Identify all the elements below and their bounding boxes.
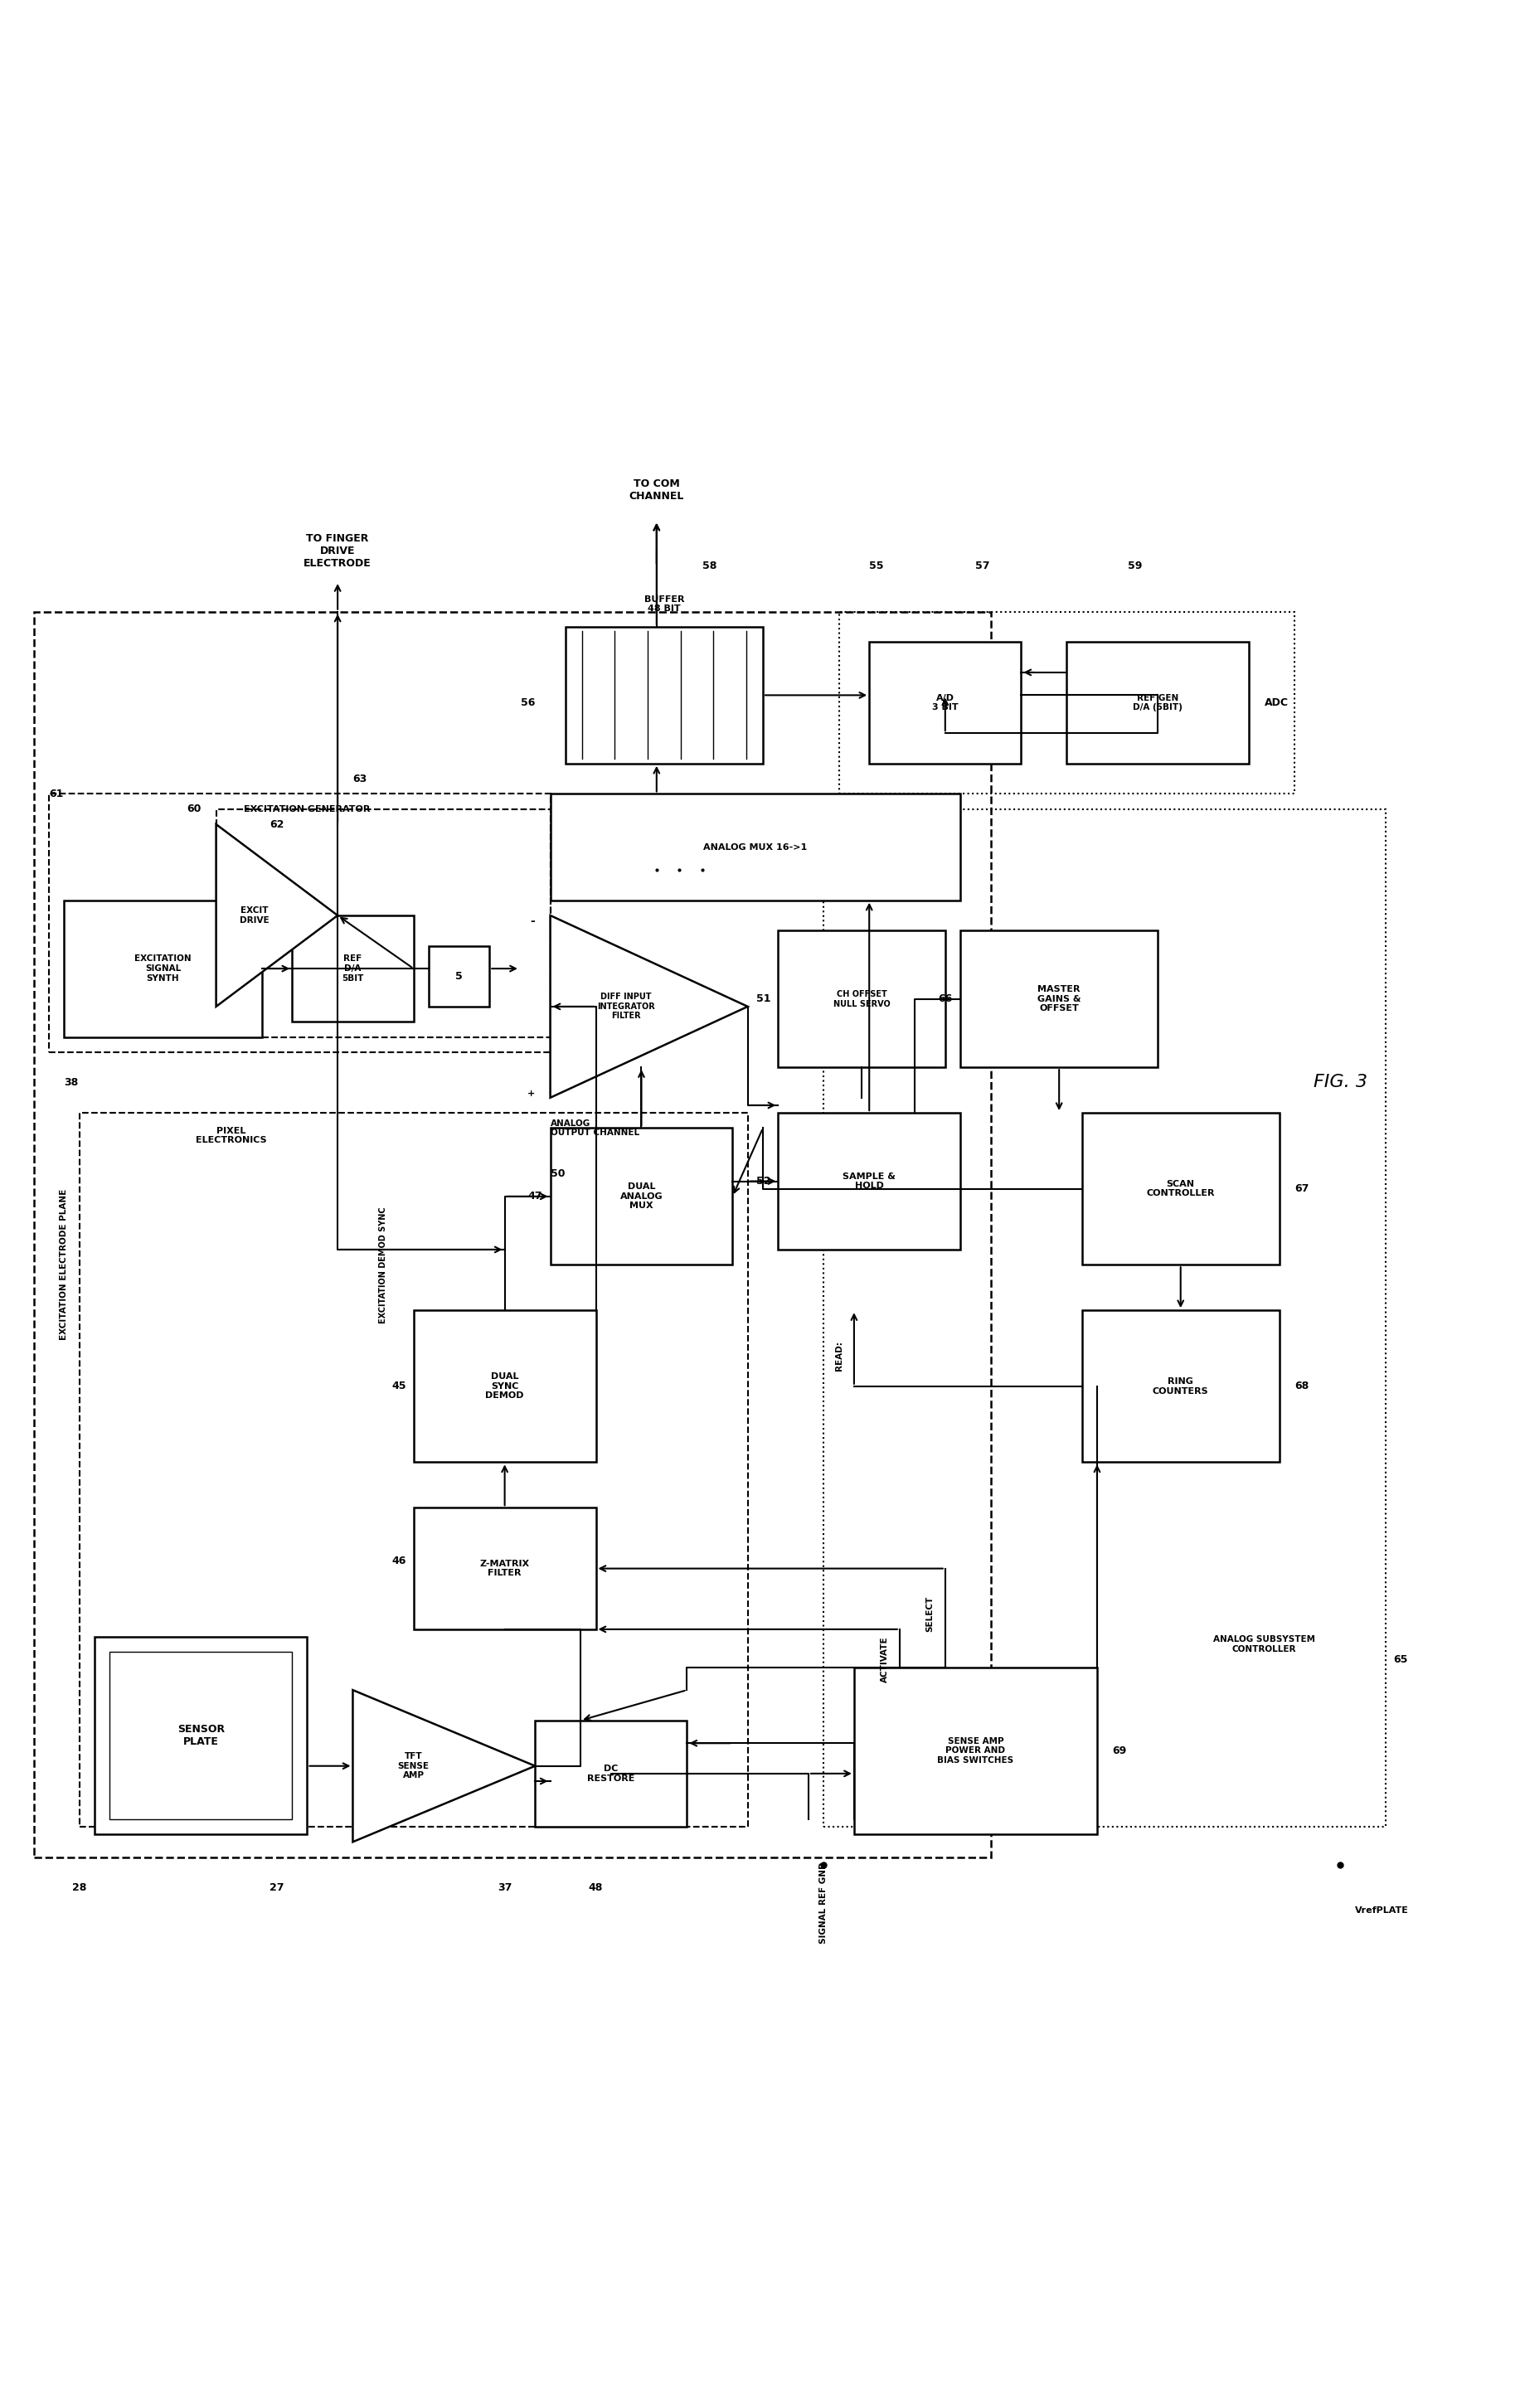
Bar xyxy=(778,1112,959,1250)
Text: 37: 37 xyxy=(497,1883,511,1893)
Text: EXCITATION GENERATOR: EXCITATION GENERATOR xyxy=(244,804,371,814)
Text: 47: 47 xyxy=(528,1192,543,1202)
Bar xyxy=(217,809,551,1038)
Text: ADC: ADC xyxy=(1264,698,1287,708)
Bar xyxy=(429,946,490,1007)
Text: DUAL
SYNC
DEMOD: DUAL SYNC DEMOD xyxy=(485,1373,523,1399)
Text: EXCIT
DRIVE: EXCIT DRIVE xyxy=(239,905,268,925)
Bar xyxy=(551,795,959,901)
Text: -: - xyxy=(531,915,535,927)
Text: SAMPLE &
HOLD: SAMPLE & HOLD xyxy=(842,1173,895,1190)
Bar xyxy=(778,929,944,1067)
Bar xyxy=(413,1507,595,1630)
Text: ANALOG MUX 16->1: ANALOG MUX 16->1 xyxy=(703,843,807,850)
Text: ANALOG SUBSYSTEM
CONTROLLER: ANALOG SUBSYSTEM CONTROLLER xyxy=(1212,1635,1315,1654)
Text: MASTER
GAINS &
OFFSET: MASTER GAINS & OFFSET xyxy=(1037,985,1080,1014)
Text: A/D
3 BIT: A/D 3 BIT xyxy=(932,694,958,713)
Text: 55: 55 xyxy=(869,561,883,571)
Bar xyxy=(49,795,551,1052)
Text: 60: 60 xyxy=(186,804,201,814)
Text: 38: 38 xyxy=(64,1076,78,1088)
Text: 27: 27 xyxy=(270,1883,284,1893)
Text: 69: 69 xyxy=(1112,1746,1125,1755)
Text: TO FINGER
DRIVE
ELECTRODE: TO FINGER DRIVE ELECTRODE xyxy=(303,532,371,568)
Text: TO COM
CHANNEL: TO COM CHANNEL xyxy=(628,479,683,501)
Text: RING
COUNTERS: RING COUNTERS xyxy=(1151,1377,1208,1394)
Bar xyxy=(535,1719,686,1828)
Text: DUAL
ANALOG
MUX: DUAL ANALOG MUX xyxy=(619,1182,662,1211)
Polygon shape xyxy=(551,915,747,1098)
Bar xyxy=(1081,1310,1278,1462)
Text: ACTIVATE: ACTIVATE xyxy=(880,1637,888,1683)
Bar xyxy=(110,1652,291,1818)
Text: EXCITATION
SIGNAL
SYNTH: EXCITATION SIGNAL SYNTH xyxy=(134,956,191,982)
Bar xyxy=(551,1127,732,1264)
Text: 56: 56 xyxy=(520,698,535,708)
Bar xyxy=(839,612,1293,795)
Text: REF GEN
D/A (5BIT): REF GEN D/A (5BIT) xyxy=(1133,694,1182,713)
Text: 46: 46 xyxy=(392,1556,406,1565)
Text: 5: 5 xyxy=(456,970,462,982)
Text: 61: 61 xyxy=(49,787,64,799)
Text: REF
D/A
5BIT: REF D/A 5BIT xyxy=(342,956,363,982)
Bar xyxy=(95,1637,307,1835)
Polygon shape xyxy=(352,1690,535,1842)
Bar xyxy=(824,809,1385,1828)
Bar xyxy=(1081,1112,1278,1264)
Text: FIG. 3: FIG. 3 xyxy=(1313,1074,1366,1091)
Bar xyxy=(291,915,413,1021)
Bar xyxy=(566,626,762,763)
Text: 51: 51 xyxy=(755,995,770,1004)
Text: 57: 57 xyxy=(974,561,990,571)
Text: READ:: READ: xyxy=(834,1341,842,1370)
Text: 65: 65 xyxy=(1392,1654,1408,1664)
Text: 58: 58 xyxy=(702,561,717,571)
Text: EXCITATION DEMOD SYNC: EXCITATION DEMOD SYNC xyxy=(378,1206,387,1322)
Text: 52: 52 xyxy=(755,1175,770,1187)
Bar xyxy=(34,612,990,1857)
Text: DC
RESTORE: DC RESTORE xyxy=(587,1765,634,1782)
Bar xyxy=(869,643,1020,763)
Polygon shape xyxy=(217,824,337,1007)
Bar xyxy=(1066,643,1249,763)
Bar xyxy=(959,929,1157,1067)
Text: Z-MATRIX
FILTER: Z-MATRIX FILTER xyxy=(479,1560,529,1577)
Text: 48: 48 xyxy=(589,1883,602,1893)
Text: 59: 59 xyxy=(1127,561,1141,571)
Text: ANALOG
OUTPUT CHANNEL: ANALOG OUTPUT CHANNEL xyxy=(551,1120,639,1137)
Text: CH OFFSET
NULL SERVO: CH OFFSET NULL SERVO xyxy=(833,990,889,1009)
Text: BUFFER
48 BIT: BUFFER 48 BIT xyxy=(644,595,683,614)
Text: 67: 67 xyxy=(1293,1182,1308,1194)
Text: DIFF INPUT
INTEGRATOR
FILTER: DIFF INPUT INTEGRATOR FILTER xyxy=(596,992,654,1021)
Text: 68: 68 xyxy=(1293,1380,1308,1392)
Text: 62: 62 xyxy=(270,819,284,831)
Text: 45: 45 xyxy=(392,1380,406,1392)
Text: 28: 28 xyxy=(72,1883,87,1893)
Bar xyxy=(413,1310,595,1462)
Text: 50: 50 xyxy=(551,1168,564,1180)
Text: SENSOR
PLATE: SENSOR PLATE xyxy=(177,1724,224,1748)
Bar xyxy=(854,1666,1096,1835)
Text: SIGNAL REF GND: SIGNAL REF GND xyxy=(819,1861,828,1943)
Text: EXCITATION ELECTRODE PLANE: EXCITATION ELECTRODE PLANE xyxy=(59,1190,69,1341)
Text: 63: 63 xyxy=(352,773,368,785)
Text: SENSE AMP
POWER AND
BIAS SWITCHES: SENSE AMP POWER AND BIAS SWITCHES xyxy=(936,1736,1013,1765)
Text: SELECT: SELECT xyxy=(926,1597,933,1633)
Text: VrefPLATE: VrefPLATE xyxy=(1354,1907,1408,1914)
Bar xyxy=(64,901,261,1038)
Text: TFT
SENSE
AMP: TFT SENSE AMP xyxy=(398,1753,429,1780)
Bar xyxy=(79,1112,747,1828)
Text: SCAN
CONTROLLER: SCAN CONTROLLER xyxy=(1145,1180,1214,1197)
Text: 66: 66 xyxy=(938,995,952,1004)
Text: +: + xyxy=(528,1088,535,1098)
Text: PIXEL
ELECTRONICS: PIXEL ELECTRONICS xyxy=(195,1127,267,1144)
